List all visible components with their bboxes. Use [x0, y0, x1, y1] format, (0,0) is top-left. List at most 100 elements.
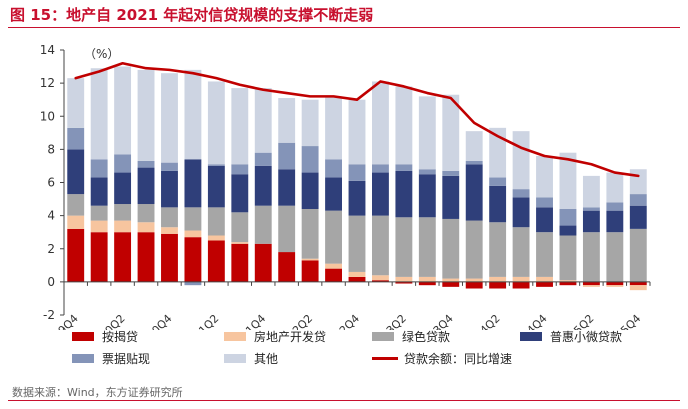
y-unit-label: （%） — [84, 47, 119, 61]
bar-segment-1-24Q1 — [465, 278, 483, 282]
bar-segment-3-24Q4 — [536, 207, 553, 233]
bar-segment-4-25Q3 — [606, 202, 624, 211]
legend-label-1: 房地产开发贷 — [254, 330, 327, 344]
bar-segment-3-23Q3 — [418, 174, 436, 218]
bar-segment-2-22Q3 — [325, 210, 342, 264]
legend-item-2: 绿色贷款 — [372, 328, 450, 345]
bar-segment-0-25Q2 — [582, 281, 600, 286]
bar-segment-1-21Q2 — [207, 235, 225, 241]
bar-segment-0-24Q4 — [536, 281, 553, 287]
bar-segment-4-21Q3 — [231, 164, 249, 175]
bar-segment-1-20Q3 — [137, 222, 155, 233]
bar-segment-3-20Q4 — [161, 170, 178, 208]
bar-segment-5-22Q4 — [348, 99, 366, 165]
bar-segment-4-22Q3 — [325, 159, 342, 178]
bar-segment-5-21Q1 — [184, 69, 202, 160]
bar-segment-4-22Q4 — [348, 164, 366, 181]
bar-segment-4-23Q2 — [395, 164, 413, 171]
bar-segment-1-22Q2 — [301, 258, 319, 261]
bar-segment-2-19Q4 — [67, 194, 85, 216]
bar-segment-1-25Q1 — [559, 280, 577, 282]
y-tick-label-12: 12 — [40, 76, 55, 90]
bar-segment-4-21Q2 — [207, 164, 225, 166]
bar-segment-1-24Q4 — [536, 276, 553, 282]
bar-segment-5-21Q3 — [231, 88, 249, 165]
bar-segment-0-21Q3 — [231, 243, 249, 282]
bar-segment-1-24Q3 — [512, 276, 530, 282]
bar-segment-5-20Q1 — [90, 68, 108, 160]
bar-segment-5-22Q2 — [301, 99, 319, 147]
bar-segment-3-21Q1 — [184, 159, 202, 208]
bar-segment-3-19Q4 — [67, 149, 85, 195]
bar-segment-5-20Q3 — [137, 69, 155, 161]
bar-segment-1-21Q3 — [231, 242, 249, 244]
bar-segment-2-24Q1 — [465, 220, 483, 279]
bar-segment-4-20Q2 — [114, 154, 132, 173]
bar-segment-5-25Q2 — [582, 175, 600, 208]
bar-segment-4-20Q3 — [137, 160, 155, 168]
bar-segment-3-22Q1 — [278, 169, 296, 206]
legend-item-4: 票据贴现 — [72, 350, 150, 367]
legend-item-1: 房地产开发贷 — [224, 328, 326, 345]
bottom-rule — [8, 400, 680, 401]
bar-segment-0-20Q2 — [114, 232, 132, 282]
bar-segment-2-20Q4 — [161, 207, 178, 228]
legend-item-0: 按揭贷 — [72, 328, 138, 345]
bar-segment-4-25Q4 — [629, 194, 647, 206]
y-tick-label-2: 2 — [47, 242, 55, 256]
bar-segment-4-21Q4 — [254, 152, 272, 166]
bar-segment-2-25Q1 — [559, 235, 577, 281]
bar-segment-3-23Q4 — [442, 175, 460, 219]
bar-segment-0-23Q2 — [395, 281, 413, 284]
bar-segment-2-21Q3 — [231, 212, 249, 243]
bar-segment-0-24Q3 — [512, 281, 530, 289]
bar-segment-5-22Q3 — [325, 96, 342, 160]
bar-segment-4-24Q2 — [489, 177, 507, 186]
bar-segment-0-22Q4 — [348, 276, 366, 282]
bar-segment-4-24Q1 — [465, 160, 483, 165]
bar-segment-2-23Q4 — [442, 218, 460, 279]
bar-segment-4-22Q2 — [301, 146, 319, 173]
bar-segment-1-20Q1 — [90, 220, 108, 233]
bar-segment-0-20Q1 — [90, 232, 108, 282]
bar-segment-2-24Q3 — [512, 227, 530, 277]
bar-segment-5-19Q4 — [67, 78, 85, 128]
bar-segment-5-23Q3 — [418, 96, 436, 170]
bar-segment-0-23Q4 — [442, 281, 460, 287]
bar-segment-0-25Q3 — [606, 281, 624, 286]
y-tick-label-6: 6 — [47, 176, 55, 190]
bar-segment-0-22Q1 — [278, 252, 296, 282]
y-tick-label-4: 4 — [47, 209, 55, 223]
bar-segment-5-24Q3 — [512, 131, 530, 190]
bar-segment-2-23Q1 — [372, 215, 389, 276]
data-source: 数据来源：Wind，东方证券研究所 — [12, 386, 183, 399]
legend-swatch-3 — [520, 332, 542, 341]
axes-layer — [60, 49, 651, 316]
bar-segment-3-20Q1 — [90, 177, 108, 206]
bar-segment-3-22Q2 — [301, 172, 319, 209]
bar-segment-0-22Q2 — [301, 260, 319, 282]
bar-segment-4-24Q3 — [512, 189, 530, 198]
bar-segment-3-24Q1 — [465, 164, 483, 221]
legend-item-6: 贷款余额：同比增速 — [372, 350, 512, 367]
bar-segment-1-20Q4 — [161, 227, 178, 234]
bar-segment-0-21Q1 — [184, 237, 202, 282]
bar-segment-3-24Q3 — [512, 197, 530, 228]
bar-segment-0-23Q3 — [418, 281, 436, 286]
bar-segment-1-23Q3 — [418, 276, 436, 282]
bar-segment-2-23Q2 — [395, 217, 413, 277]
bar-segment-5-20Q4 — [161, 73, 178, 163]
legend-label-6: 贷款余额：同比增速 — [404, 352, 513, 366]
bar-segment-1-19Q4 — [67, 215, 85, 229]
bar-segment-2-22Q2 — [301, 209, 319, 259]
legend-label-2: 绿色贷款 — [402, 330, 451, 344]
bar-segment-4-25Q1 — [559, 209, 577, 226]
bar-segment-1-22Q3 — [325, 263, 342, 269]
bar-segment-3-23Q1 — [372, 172, 389, 216]
legend-label-4: 票据贴现 — [102, 352, 151, 366]
bar-segment-5-24Q1 — [465, 131, 483, 161]
bar-segment-5-21Q4 — [254, 88, 272, 153]
bar-segment-2-25Q4 — [629, 228, 647, 282]
bar-segment-3-25Q4 — [629, 205, 647, 229]
